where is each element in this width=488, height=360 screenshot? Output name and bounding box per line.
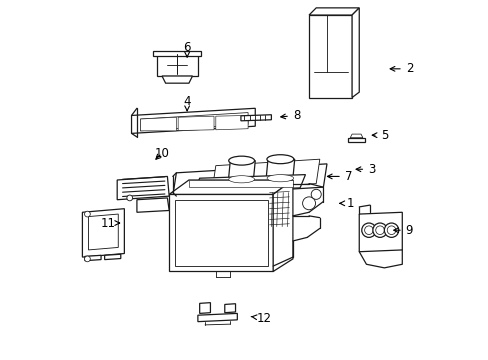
Polygon shape — [140, 113, 247, 131]
Circle shape — [84, 211, 90, 217]
Polygon shape — [178, 116, 214, 131]
Circle shape — [375, 226, 384, 234]
Text: 5: 5 — [371, 129, 387, 142]
Polygon shape — [194, 175, 305, 192]
Polygon shape — [199, 303, 210, 314]
Polygon shape — [351, 8, 359, 98]
Polygon shape — [153, 51, 201, 56]
Polygon shape — [359, 212, 402, 252]
Polygon shape — [241, 115, 271, 121]
Ellipse shape — [228, 176, 254, 183]
Circle shape — [364, 226, 372, 234]
Polygon shape — [215, 116, 247, 130]
Polygon shape — [224, 304, 235, 313]
Circle shape — [126, 195, 132, 201]
Text: 3: 3 — [355, 163, 375, 176]
Polygon shape — [162, 76, 192, 83]
Circle shape — [302, 197, 315, 210]
Polygon shape — [188, 180, 292, 187]
Polygon shape — [265, 159, 294, 180]
Polygon shape — [156, 54, 198, 76]
Polygon shape — [172, 164, 326, 196]
Polygon shape — [140, 117, 176, 131]
Polygon shape — [212, 159, 319, 190]
Circle shape — [384, 223, 398, 237]
Polygon shape — [169, 180, 292, 194]
Circle shape — [361, 223, 375, 237]
Circle shape — [310, 189, 321, 199]
Circle shape — [372, 223, 386, 237]
Polygon shape — [228, 161, 255, 181]
Polygon shape — [273, 180, 292, 271]
Polygon shape — [348, 138, 364, 142]
Ellipse shape — [228, 156, 254, 165]
Text: 6: 6 — [183, 41, 190, 57]
Polygon shape — [117, 176, 169, 200]
Polygon shape — [82, 209, 124, 257]
Text: 12: 12 — [251, 311, 271, 325]
Text: 1: 1 — [339, 197, 353, 210]
Polygon shape — [104, 254, 121, 260]
Text: 11: 11 — [101, 216, 119, 230]
Polygon shape — [88, 214, 118, 250]
Polygon shape — [169, 194, 273, 271]
Text: 4: 4 — [183, 95, 190, 111]
Circle shape — [84, 256, 90, 262]
Ellipse shape — [266, 155, 293, 164]
Polygon shape — [131, 108, 255, 134]
Polygon shape — [174, 200, 267, 266]
Polygon shape — [308, 15, 351, 98]
Polygon shape — [308, 8, 359, 15]
Polygon shape — [349, 134, 362, 138]
Polygon shape — [85, 255, 101, 261]
Text: 9: 9 — [393, 224, 412, 237]
Circle shape — [386, 226, 395, 234]
Text: 2: 2 — [389, 62, 412, 75]
Polygon shape — [198, 314, 237, 321]
Text: 8: 8 — [280, 109, 300, 122]
Text: 7: 7 — [327, 170, 351, 183]
Ellipse shape — [266, 175, 293, 182]
Polygon shape — [137, 198, 169, 212]
Text: 10: 10 — [154, 147, 169, 159]
